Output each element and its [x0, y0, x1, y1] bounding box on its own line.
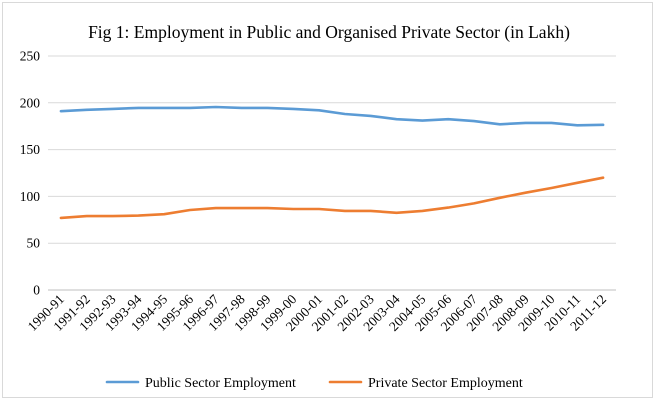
legend-label: Private Sector Employment — [368, 376, 523, 391]
series-line-public — [59, 105, 605, 127]
y-tick-label: 0 — [33, 283, 40, 298]
series-lines — [59, 105, 605, 220]
series-line-private — [59, 176, 605, 220]
chart-title: Fig 1: Employment in Public and Organise… — [88, 22, 570, 42]
y-tick-label: 200 — [20, 95, 41, 110]
legend: Public Sector Employment Private Sector E… — [105, 376, 523, 391]
legend-label: Public Sector Employment — [145, 376, 296, 391]
y-tick-label: 50 — [27, 236, 41, 251]
y-tick-label: 150 — [20, 142, 41, 157]
gridlines — [48, 55, 616, 291]
y-tick-label: 250 — [20, 49, 41, 64]
y-axis-ticks: 0 50 100 150 200 250 — [20, 49, 41, 298]
y-tick-label: 100 — [20, 189, 41, 204]
x-axis-ticks: 1990-911991-921992-931993-941994-951995-… — [25, 291, 610, 334]
chart-frame — [2, 2, 653, 398]
